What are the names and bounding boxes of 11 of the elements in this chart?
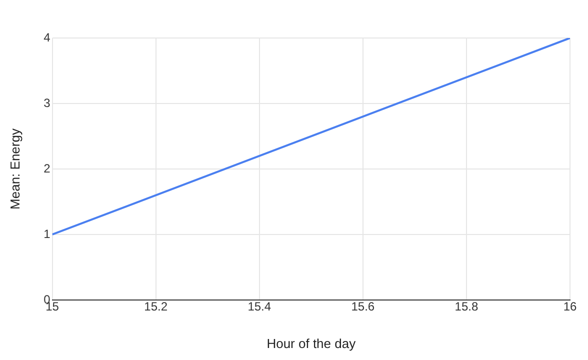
- x-tick-label: 16: [563, 300, 577, 314]
- x-tick-label: 15.2: [144, 300, 168, 314]
- y-tick-label: 3: [44, 96, 51, 110]
- x-tick-label: 15.8: [454, 300, 478, 314]
- x-axis-title: Hour of the day: [266, 336, 356, 351]
- y-tick-label: 1: [44, 226, 51, 241]
- x-tick-label: 15.6: [351, 300, 375, 314]
- y-axis-title: Mean: Energy: [7, 128, 22, 210]
- x-tick-label: 15.4: [248, 300, 272, 314]
- y-tick-label: 4: [44, 30, 51, 44]
- y-tick-label: 2: [44, 161, 51, 176]
